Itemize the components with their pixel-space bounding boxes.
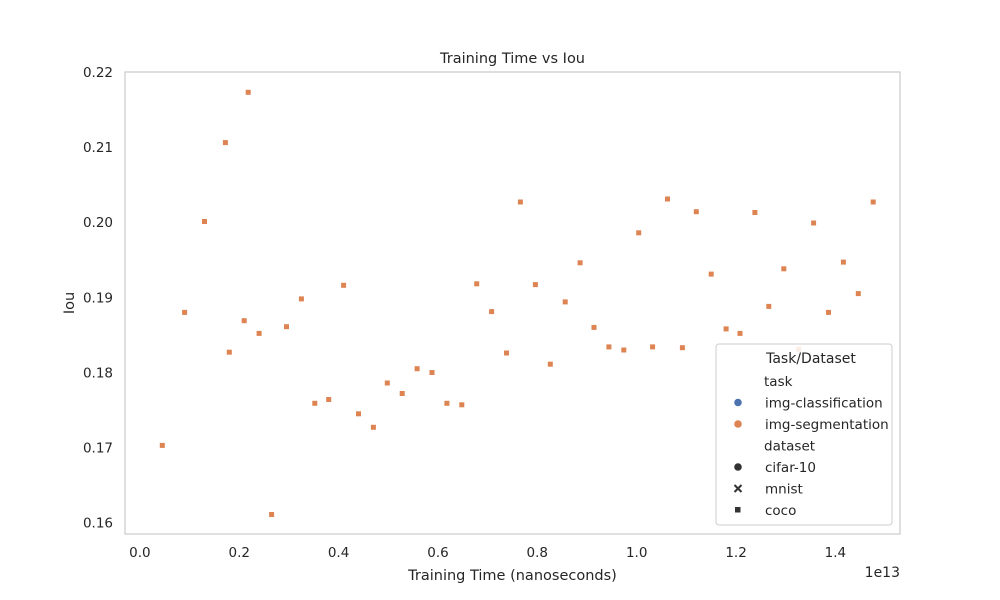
data-point — [840, 259, 846, 265]
x-tick-label: 0.6 — [427, 545, 448, 561]
data-point — [489, 309, 495, 315]
data-point — [356, 411, 361, 417]
data-point — [870, 199, 876, 205]
data-point — [811, 220, 817, 226]
legend-marker — [733, 484, 743, 493]
data-point — [562, 299, 568, 305]
data-point — [708, 271, 714, 277]
legend-marker — [734, 420, 742, 428]
legend-marker — [735, 507, 741, 513]
data-point — [326, 397, 332, 402]
data-point — [606, 344, 612, 350]
x-tick-label: 0.8 — [527, 545, 548, 561]
legend-label: task — [764, 374, 793, 390]
data-point — [241, 318, 247, 324]
legend-entries: task img-classification img-segmentation da… — [733, 374, 889, 519]
data-point — [269, 512, 275, 517]
data-point — [752, 210, 758, 215]
data-point — [256, 330, 262, 336]
data-point — [621, 347, 627, 353]
x-tick-label: 1.0 — [626, 545, 647, 561]
data-point — [312, 400, 318, 406]
data-point — [202, 219, 207, 224]
legend-marker — [734, 398, 742, 407]
data-point — [159, 442, 165, 448]
data-point — [399, 391, 405, 396]
data-point — [650, 344, 656, 350]
legend-label: coco — [765, 503, 796, 519]
data-point — [474, 281, 480, 287]
legend: Task/Dataset task img-classification img-s… — [715, 343, 893, 526]
data-point — [182, 309, 188, 315]
data-point — [577, 260, 583, 266]
legend-box — [715, 343, 893, 526]
data-point — [370, 424, 376, 430]
data-point — [459, 402, 465, 408]
plot-area — [124, 71, 901, 535]
data-point — [679, 345, 685, 351]
y-tick-label: 0.22 — [83, 65, 113, 81]
data-point — [226, 349, 232, 355]
data-point — [737, 330, 743, 336]
y-tick-label: 0.20 — [83, 215, 113, 231]
legend-title: Task/Dataset — [765, 351, 856, 367]
data-point — [532, 282, 538, 288]
data-point — [414, 366, 420, 372]
x-tick-label: 0.2 — [229, 545, 250, 561]
data-point — [547, 361, 553, 367]
data-point — [723, 326, 729, 332]
y-tick-label: 0.19 — [83, 290, 113, 306]
x-tick-label: 0.4 — [328, 545, 349, 561]
legend-label: img-segmentation — [765, 417, 889, 433]
x-axis-label: Training Time (nanoseconds) — [407, 568, 617, 584]
data-point — [826, 309, 831, 315]
x-axis-ticks: 0.0 0.2 0.4 0.6 0.8 1.0 1.2 1.4 — [129, 545, 846, 561]
data-point — [384, 380, 390, 386]
y-tick-label: 0.17 — [83, 441, 113, 457]
data-points — [159, 89, 876, 517]
data-point — [298, 296, 304, 302]
legend-label: mnist — [765, 482, 803, 498]
y-tick-label: 0.21 — [83, 140, 113, 156]
data-point — [504, 350, 509, 356]
x-tick-label: 1.4 — [825, 545, 846, 561]
data-point — [341, 282, 347, 288]
data-point — [693, 209, 699, 215]
x-axis-offset-label: 1e13 — [865, 565, 900, 581]
y-axis-label: Iou — [62, 292, 78, 314]
data-point — [517, 199, 523, 205]
y-tick-label: 0.18 — [83, 366, 113, 382]
legend-label: cifar-10 — [765, 460, 816, 476]
y-axis-ticks: 0.16 0.17 0.18 0.19 0.20 0.21 0.22 — [83, 65, 113, 532]
data-point — [636, 230, 642, 236]
data-point — [444, 400, 450, 406]
data-point — [766, 303, 772, 309]
x-tick-label: 1.2 — [725, 545, 746, 561]
data-point — [781, 266, 787, 272]
data-point — [245, 89, 251, 95]
data-point — [222, 140, 228, 146]
data-point — [665, 196, 670, 202]
data-point — [591, 324, 597, 330]
legend-label: img-classification — [765, 396, 883, 412]
data-point — [284, 324, 289, 330]
y-tick-label: 0.16 — [83, 516, 113, 532]
legend-label: dataset — [764, 439, 815, 455]
data-point — [855, 291, 861, 297]
data-point — [429, 370, 435, 375]
legend-marker — [734, 463, 742, 471]
chart-title: Training Time vs Iou — [439, 51, 585, 67]
x-tick-label: 0.0 — [129, 545, 150, 561]
